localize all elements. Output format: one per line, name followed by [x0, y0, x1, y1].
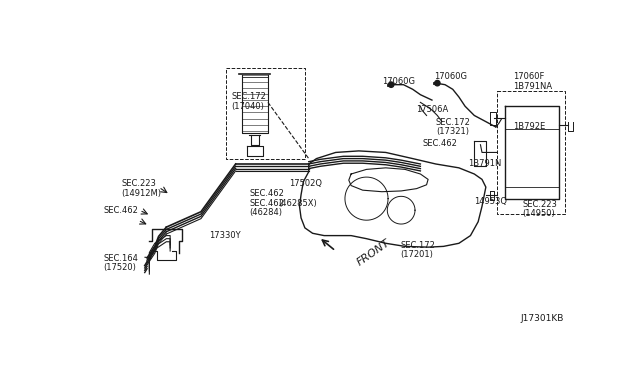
- Text: SEC.223: SEC.223: [522, 200, 557, 209]
- Text: SEC.172: SEC.172: [401, 241, 435, 250]
- Text: (17321): (17321): [436, 127, 468, 136]
- Text: SEC.462: SEC.462: [250, 199, 284, 208]
- Text: SEC.164: SEC.164: [103, 254, 138, 263]
- Text: (46284): (46284): [250, 208, 282, 217]
- Text: (14950): (14950): [522, 209, 555, 218]
- Text: 1B792E: 1B792E: [513, 122, 545, 131]
- Text: SEC.172: SEC.172: [436, 118, 470, 127]
- Text: FRONT: FRONT: [355, 238, 392, 267]
- Text: 17060G: 17060G: [382, 77, 415, 86]
- Text: 1B791NA: 1B791NA: [513, 81, 552, 91]
- Text: J17301KB: J17301KB: [520, 314, 564, 323]
- Text: SEC.462: SEC.462: [103, 206, 138, 215]
- Text: SEC.462: SEC.462: [422, 139, 458, 148]
- Text: (46285X): (46285X): [278, 199, 317, 208]
- Text: 14953Q: 14953Q: [474, 197, 508, 206]
- Circle shape: [388, 82, 394, 87]
- Text: 17330Y: 17330Y: [209, 231, 240, 240]
- Text: (17520): (17520): [103, 263, 136, 272]
- Text: SEC.172: SEC.172: [232, 92, 267, 102]
- Text: (14912M): (14912M): [122, 189, 162, 198]
- Text: SEC.223: SEC.223: [122, 179, 157, 188]
- Text: SEC.462: SEC.462: [250, 189, 284, 198]
- Circle shape: [435, 80, 440, 86]
- Text: 17506A: 17506A: [417, 105, 449, 114]
- Text: (17040): (17040): [232, 102, 264, 110]
- Text: 17502Q: 17502Q: [289, 179, 323, 188]
- Text: 17060G: 17060G: [435, 71, 467, 81]
- Text: 1B791N: 1B791N: [468, 158, 502, 168]
- Text: 17060F: 17060F: [513, 71, 544, 81]
- Text: (17201): (17201): [401, 250, 433, 259]
